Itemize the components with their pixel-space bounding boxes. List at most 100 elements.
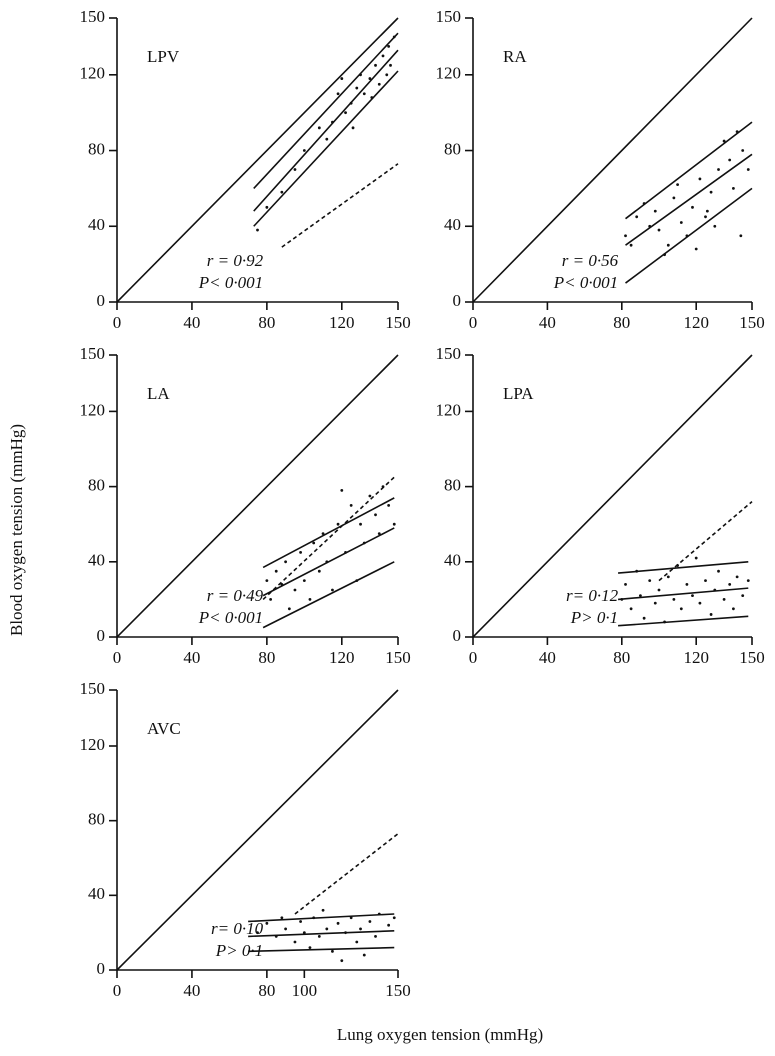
point: [377, 532, 381, 535]
point: [717, 569, 720, 573]
point: [274, 569, 278, 573]
line: [253, 32, 399, 189]
point: [629, 243, 633, 247]
x-tick-label: 120: [329, 313, 355, 332]
x-tick-label: 80: [613, 648, 630, 667]
x-tick-label: 80: [613, 313, 630, 332]
point: [728, 582, 732, 586]
point: [308, 946, 312, 949]
annotation: r = 0·49: [207, 586, 264, 605]
x-tick-label: 40: [183, 313, 200, 332]
y-tick-label: 0: [97, 626, 106, 645]
point: [732, 187, 735, 190]
point: [308, 598, 312, 601]
line: [625, 187, 753, 284]
point: [359, 73, 362, 77]
point: [293, 588, 297, 592]
line: [625, 153, 753, 246]
point: [635, 569, 639, 573]
point: [624, 582, 627, 586]
point: [349, 916, 353, 920]
point: [265, 579, 269, 582]
y-tick-label: 150: [80, 344, 106, 363]
point: [735, 130, 739, 134]
annotation: r= 0·10: [211, 919, 264, 938]
point: [704, 215, 707, 219]
annotation: r = 0·56: [562, 251, 619, 270]
y-tick-label: 120: [80, 400, 106, 419]
point: [713, 588, 717, 592]
point: [735, 575, 739, 579]
point: [370, 96, 374, 99]
point: [344, 551, 347, 554]
y-tick-label: 150: [436, 7, 462, 26]
y-tick-label: 80: [88, 139, 105, 158]
y-tick-label: 120: [80, 735, 106, 754]
point: [648, 224, 652, 228]
point: [620, 598, 624, 601]
point: [381, 485, 385, 488]
y-tick-label: 40: [88, 215, 105, 234]
x-tick-label: 150: [385, 313, 411, 332]
line: [248, 913, 395, 923]
point: [392, 35, 396, 39]
point: [705, 209, 709, 213]
point: [672, 196, 676, 200]
point: [722, 139, 726, 143]
point: [679, 221, 683, 224]
point: [739, 234, 743, 238]
point: [676, 183, 679, 187]
line: [248, 946, 395, 953]
line: [618, 561, 749, 574]
y-axis-title: Blood oxygen tension (mmHg): [7, 424, 26, 636]
y-tick-label: 150: [80, 7, 106, 26]
point: [713, 224, 717, 228]
annotation: P> 0·1: [215, 941, 263, 960]
point: [368, 494, 372, 498]
point: [679, 607, 683, 611]
point: [685, 582, 689, 586]
line: [472, 354, 753, 638]
x-tick-label: 80: [258, 648, 275, 667]
point: [256, 228, 259, 232]
point: [377, 912, 381, 916]
y-tick-label: 120: [436, 64, 462, 83]
line: [294, 833, 399, 915]
point: [344, 931, 347, 935]
point: [280, 916, 284, 920]
y-tick-label: 80: [444, 476, 461, 495]
point: [256, 931, 259, 935]
x-tick-label: 150: [385, 981, 411, 1000]
point: [359, 927, 362, 931]
y-tick-label: 120: [436, 400, 462, 419]
point: [722, 598, 726, 601]
x-tick-label: 150: [739, 648, 765, 667]
panel-label: RA: [503, 47, 527, 66]
line: [472, 17, 753, 303]
point: [280, 582, 284, 586]
x-tick-label: 120: [683, 313, 709, 332]
point: [325, 137, 329, 141]
point: [325, 927, 329, 931]
point: [709, 613, 713, 616]
point: [362, 953, 366, 957]
x-tick-label: 0: [113, 648, 122, 667]
point: [385, 73, 389, 77]
y-tick-label: 150: [436, 344, 462, 363]
point: [392, 916, 396, 920]
x-tick-label: 0: [113, 981, 122, 1000]
point: [302, 579, 306, 582]
line: [618, 615, 749, 627]
point: [642, 616, 646, 620]
point: [374, 513, 377, 517]
point: [728, 158, 732, 162]
y-tick-label: 40: [88, 551, 105, 570]
point: [351, 126, 355, 130]
x-tick-label: 150: [385, 648, 411, 667]
point: [741, 594, 745, 598]
point: [635, 215, 639, 219]
line: [281, 163, 399, 248]
point: [642, 202, 646, 205]
y-tick-label: 80: [444, 139, 461, 158]
x-tick-label: 0: [469, 313, 478, 332]
